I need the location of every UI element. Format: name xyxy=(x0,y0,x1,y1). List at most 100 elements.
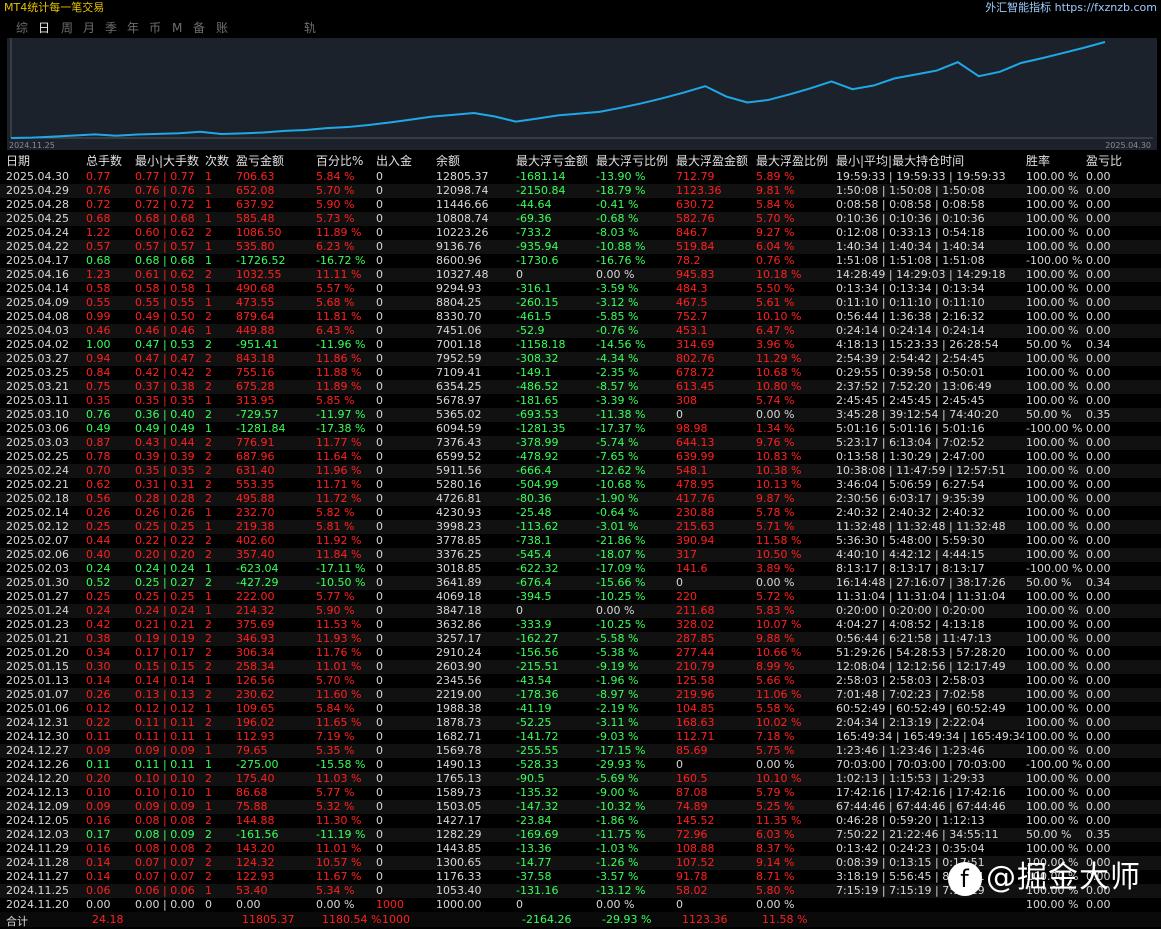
tab-6[interactable]: 币 xyxy=(149,21,162,35)
table-row[interactable]: 2025.03.06 0.49 0.49 | 0.49 1 -1281.84 -17.38… xyxy=(0,422,1161,436)
table-cell: 0.25 xyxy=(86,520,111,533)
table-cell: 2025.04.03 xyxy=(6,324,69,337)
tab-4[interactable]: 季 xyxy=(105,21,118,35)
table-row[interactable]: 2025.04.14 0.58 0.58 | 0.58 1 490.68 5.57 % 0 9… xyxy=(0,282,1161,296)
table-cell: 2025.03.10 xyxy=(6,408,69,421)
table-row[interactable]: 2024.11.20 0.00 0.00 | 0.00 0 0.00 0.00 % 1000… xyxy=(0,898,1161,912)
table-row[interactable]: 2025.04.02 1.00 0.47 | 0.53 2 -951.41 -11.96 … xyxy=(0,338,1161,352)
table-row[interactable]: 2025.04.16 1.23 0.61 | 0.62 2 1032.55 11.11 %… xyxy=(0,268,1161,282)
table-row[interactable]: 2024.12.26 0.11 0.11 | 0.11 1 -275.00 -15.58 … xyxy=(0,758,1161,772)
table-row[interactable]: 2025.04.03 0.46 0.46 | 0.46 1 449.88 6.43 % 0 7… xyxy=(0,324,1161,338)
tab-2[interactable]: 周 xyxy=(61,21,74,35)
table-cell: 2024.12.09 xyxy=(6,800,69,813)
table-row[interactable]: 2025.01.20 0.34 0.17 | 0.17 2 306.34 11.76 % 0… xyxy=(0,646,1161,660)
table-row[interactable]: 2025.02.24 0.70 0.35 | 0.35 2 631.40 11.96 % 0… xyxy=(0,464,1161,478)
table-cell: 5.32 % xyxy=(316,800,355,813)
table-cell: 126.56 xyxy=(236,674,275,687)
table-row[interactable]: 2025.01.07 0.26 0.13 | 0.13 2 230.62 11.60 % 0… xyxy=(0,688,1161,702)
table-row[interactable]: 2025.01.27 0.25 0.25 | 0.25 1 222.00 5.77 % 0 4… xyxy=(0,590,1161,604)
table-row[interactable]: 2025.01.06 0.12 0.12 | 0.12 1 109.65 5.84 % 0 1… xyxy=(0,702,1161,716)
table-row[interactable]: 2024.11.25 0.06 0.06 | 0.06 1 53.40 5.34 % 0 10… xyxy=(0,884,1161,898)
table-row[interactable]: 2024.12.13 0.10 0.10 | 0.10 1 86.68 5.77 % 0 15… xyxy=(0,786,1161,800)
table-row[interactable]: 2025.01.15 0.30 0.15 | 0.15 2 258.34 11.01 % 0… xyxy=(0,660,1161,674)
table-cell: 100.00 % xyxy=(1026,702,1079,715)
table-row[interactable]: 2025.04.30 0.77 0.77 | 0.77 1 706.63 5.84 % 0 1… xyxy=(0,170,1161,184)
table-row[interactable]: 2024.12.20 0.20 0.10 | 0.10 2 175.40 11.03 % 0… xyxy=(0,772,1161,786)
table-cell: 0 xyxy=(376,296,383,309)
table-cell: 50.00 % xyxy=(1026,338,1072,351)
table-row[interactable]: 2025.02.03 0.24 0.24 | 0.24 1 -623.04 -17.11 … xyxy=(0,562,1161,576)
table-row[interactable]: 2025.04.22 0.57 0.57 | 0.57 1 535.80 6.23 % 0 9… xyxy=(0,240,1161,254)
table-cell: 2:54:39 | 2:54:42 | 2:54:45 xyxy=(836,352,985,365)
table-cell: 0 xyxy=(376,548,383,561)
table-cell: -3.01 % xyxy=(596,520,639,533)
table-cell: -100.00 % xyxy=(1026,562,1083,575)
table-row[interactable]: 2025.02.07 0.44 0.22 | 0.22 2 402.60 11.92 % 0… xyxy=(0,534,1161,548)
table-row[interactable]: 2024.11.27 0.14 0.07 | 0.07 2 122.93 11.67 % 0… xyxy=(0,870,1161,884)
table-row[interactable]: 2025.02.12 0.25 0.25 | 0.25 1 219.38 5.81 % 0 3… xyxy=(0,520,1161,534)
table-cell: 1282.29 xyxy=(436,828,482,841)
table-row[interactable]: 2025.03.27 0.94 0.47 | 0.47 2 843.18 11.86 % 0… xyxy=(0,352,1161,366)
table-row[interactable]: 2024.12.05 0.16 0.08 | 0.08 2 144.88 11.30 % 0… xyxy=(0,814,1161,828)
table-cell: 553.35 xyxy=(236,478,275,491)
table-cell: 5.79 % xyxy=(756,786,795,799)
table-row[interactable]: 2025.04.28 0.72 0.72 | 0.72 1 637.92 5.90 % 0 1… xyxy=(0,198,1161,212)
table-row[interactable]: 2025.01.30 0.52 0.25 | 0.27 2 -427.29 -10.50 … xyxy=(0,576,1161,590)
table-row[interactable]: 2025.04.24 1.22 0.60 | 0.62 2 1086.50 11.89 %… xyxy=(0,226,1161,240)
table-cell: 2603.90 xyxy=(436,660,482,673)
table-cell: 0.08 | 0.08 xyxy=(135,842,195,855)
table-row[interactable]: 2025.04.17 0.68 0.68 | 0.68 1 -1726.52 -16.72… xyxy=(0,254,1161,268)
table-cell: 0 xyxy=(376,632,383,645)
table-cell: 11.67 % xyxy=(316,870,362,883)
table-row[interactable]: 2024.12.31 0.22 0.11 | 0.11 2 196.02 11.65 % 0… xyxy=(0,716,1161,730)
tab-7[interactable]: M xyxy=(172,21,183,35)
totals-cell: 合计 xyxy=(6,915,28,928)
table-row[interactable]: 2024.12.03 0.17 0.08 | 0.09 2 -161.56 -11.19 … xyxy=(0,828,1161,842)
table-cell: 11:31:04 | 11:31:04 | 11:31:04 xyxy=(836,590,1006,603)
tab-8[interactable]: 备 xyxy=(193,21,206,35)
table-row[interactable]: 2025.01.13 0.14 0.14 | 0.14 1 126.56 5.70 % 0 2… xyxy=(0,674,1161,688)
table-row[interactable]: 2025.03.25 0.84 0.42 | 0.42 2 755.16 11.88 % 0… xyxy=(0,366,1161,380)
table-row[interactable]: 2024.11.29 0.16 0.08 | 0.08 2 143.20 11.01 % 0… xyxy=(0,842,1161,856)
table-row[interactable]: 2025.01.23 0.42 0.21 | 0.21 2 375.69 11.53 % 0… xyxy=(0,618,1161,632)
table-row[interactable]: 2025.04.25 0.68 0.68 | 0.68 1 585.48 5.73 % 0 1… xyxy=(0,212,1161,226)
table-row[interactable]: 2024.12.27 0.09 0.09 | 0.09 1 79.65 5.35 % 0 15… xyxy=(0,744,1161,758)
table-row[interactable]: 2025.02.21 0.62 0.31 | 0.31 2 553.35 11.71 % 0… xyxy=(0,478,1161,492)
table-cell: 313.95 xyxy=(236,394,275,407)
table-row[interactable]: 2025.04.29 0.76 0.76 | 0.76 1 652.08 5.70 % 0 1… xyxy=(0,184,1161,198)
table-cell: 4230.93 xyxy=(436,506,482,519)
table-row[interactable]: 2025.04.09 0.55 0.55 | 0.55 1 473.55 5.68 % 0 8… xyxy=(0,296,1161,310)
table-cell: 2 xyxy=(205,548,212,561)
table-cell: 0.43 | 0.44 xyxy=(135,436,195,449)
brand-link[interactable]: 外汇智能指标 https://fxznzb.com xyxy=(985,1,1157,14)
tab-1[interactable]: 日 xyxy=(38,21,51,35)
table-row[interactable]: 2025.01.24 0.24 0.24 | 0.24 1 214.32 5.90 % 0 3… xyxy=(0,604,1161,618)
table-row[interactable]: 2025.04.08 0.99 0.49 | 0.50 2 879.64 11.81 % 0… xyxy=(0,310,1161,324)
table-row[interactable]: 2025.02.06 0.40 0.20 | 0.20 2 357.40 11.84 % 0… xyxy=(0,548,1161,562)
table-cell: 11.71 % xyxy=(316,478,362,491)
table-cell: 0 xyxy=(376,716,383,729)
table-cell: 11.84 % xyxy=(316,548,362,561)
table-row[interactable]: 2025.01.21 0.38 0.19 | 0.19 2 346.93 11.93 % 0… xyxy=(0,632,1161,646)
table-row[interactable]: 2025.02.18 0.56 0.28 | 0.28 2 495.88 11.72 % 0… xyxy=(0,492,1161,506)
table-row[interactable]: 2024.12.30 0.11 0.11 | 0.11 1 112.93 7.19 % 0 1… xyxy=(0,730,1161,744)
tab-0[interactable]: 综 xyxy=(16,21,29,35)
tab-3[interactable]: 月 xyxy=(83,21,96,35)
table-cell: 1 xyxy=(205,282,212,295)
table-cell: 10.02 % xyxy=(756,716,802,729)
tab-5[interactable]: 年 xyxy=(127,21,140,35)
table-row[interactable]: 2025.03.11 0.35 0.35 | 0.35 1 313.95 5.85 % 0 5… xyxy=(0,394,1161,408)
table-row[interactable]: 2025.02.25 0.78 0.39 | 0.39 2 687.96 11.64 % 0… xyxy=(0,450,1161,464)
table-cell: -623.04 xyxy=(236,562,279,575)
table-row[interactable]: 2025.02.14 0.26 0.26 | 0.26 1 232.70 5.82 % 0 4… xyxy=(0,506,1161,520)
table-row[interactable]: 2024.12.09 0.09 0.09 | 0.09 1 75.88 5.32 % 0 15… xyxy=(0,800,1161,814)
table-row[interactable]: 2025.03.03 0.87 0.43 | 0.44 2 776.91 11.77 % 0… xyxy=(0,436,1161,450)
table-cell: -37.58 xyxy=(516,870,552,883)
table-row[interactable]: 2024.11.28 0.14 0.07 | 0.07 2 124.32 10.57 % 0… xyxy=(0,856,1161,870)
table-cell: 165:49:34 | 165:49:34 | 165:49:34 xyxy=(836,730,1024,743)
table-row[interactable]: 2025.03.10 0.76 0.36 | 0.40 2 -729.57 -11.97 … xyxy=(0,408,1161,422)
table-row[interactable]: 2025.03.21 0.75 0.37 | 0.38 2 675.28 11.89 % 0… xyxy=(0,380,1161,394)
table-cell: 2025.02.03 xyxy=(6,562,69,575)
table-cell: 5.75 % xyxy=(756,744,795,757)
table-cell: 0.76 xyxy=(86,184,111,197)
